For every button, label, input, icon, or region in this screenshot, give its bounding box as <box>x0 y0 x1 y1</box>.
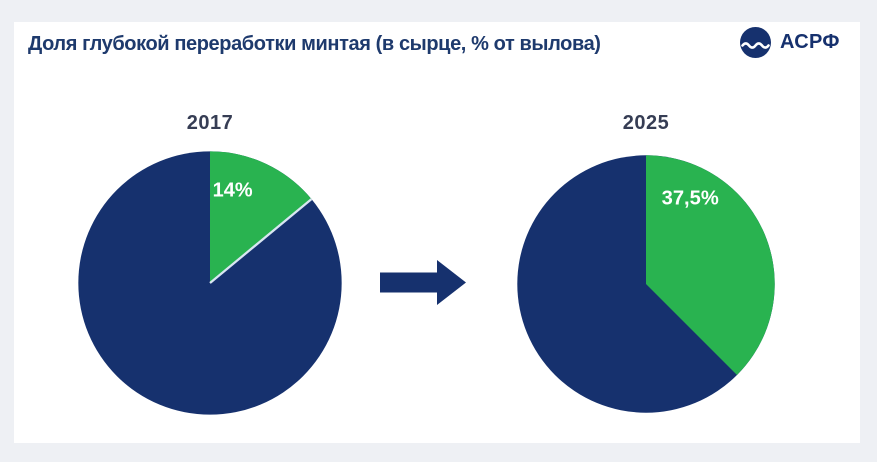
pie-2025-year-label: 2025 <box>622 112 670 134</box>
pie-2025-percent-label: 37,5% <box>662 188 719 210</box>
chart-title: Доля глубокой переработки минтая (в сырц… <box>28 33 601 55</box>
pie-chart-2017: 14% <box>78 151 342 415</box>
asrf-logo-text: АСРФ <box>780 31 840 53</box>
pie-2017-slice-separator <box>209 198 313 284</box>
pie-2017-year-label: 2017 <box>186 112 234 134</box>
asrf-logo: АСРФ <box>740 27 840 58</box>
pie-chart-2025: 37,5% <box>517 155 775 413</box>
asrf-wave-icon <box>740 27 771 58</box>
pie-2017-percent-label: 14% <box>213 180 253 202</box>
pie-2017-green-slice <box>210 151 312 283</box>
arrow-icon <box>380 260 466 305</box>
pie-2025-green-slice <box>646 155 775 375</box>
